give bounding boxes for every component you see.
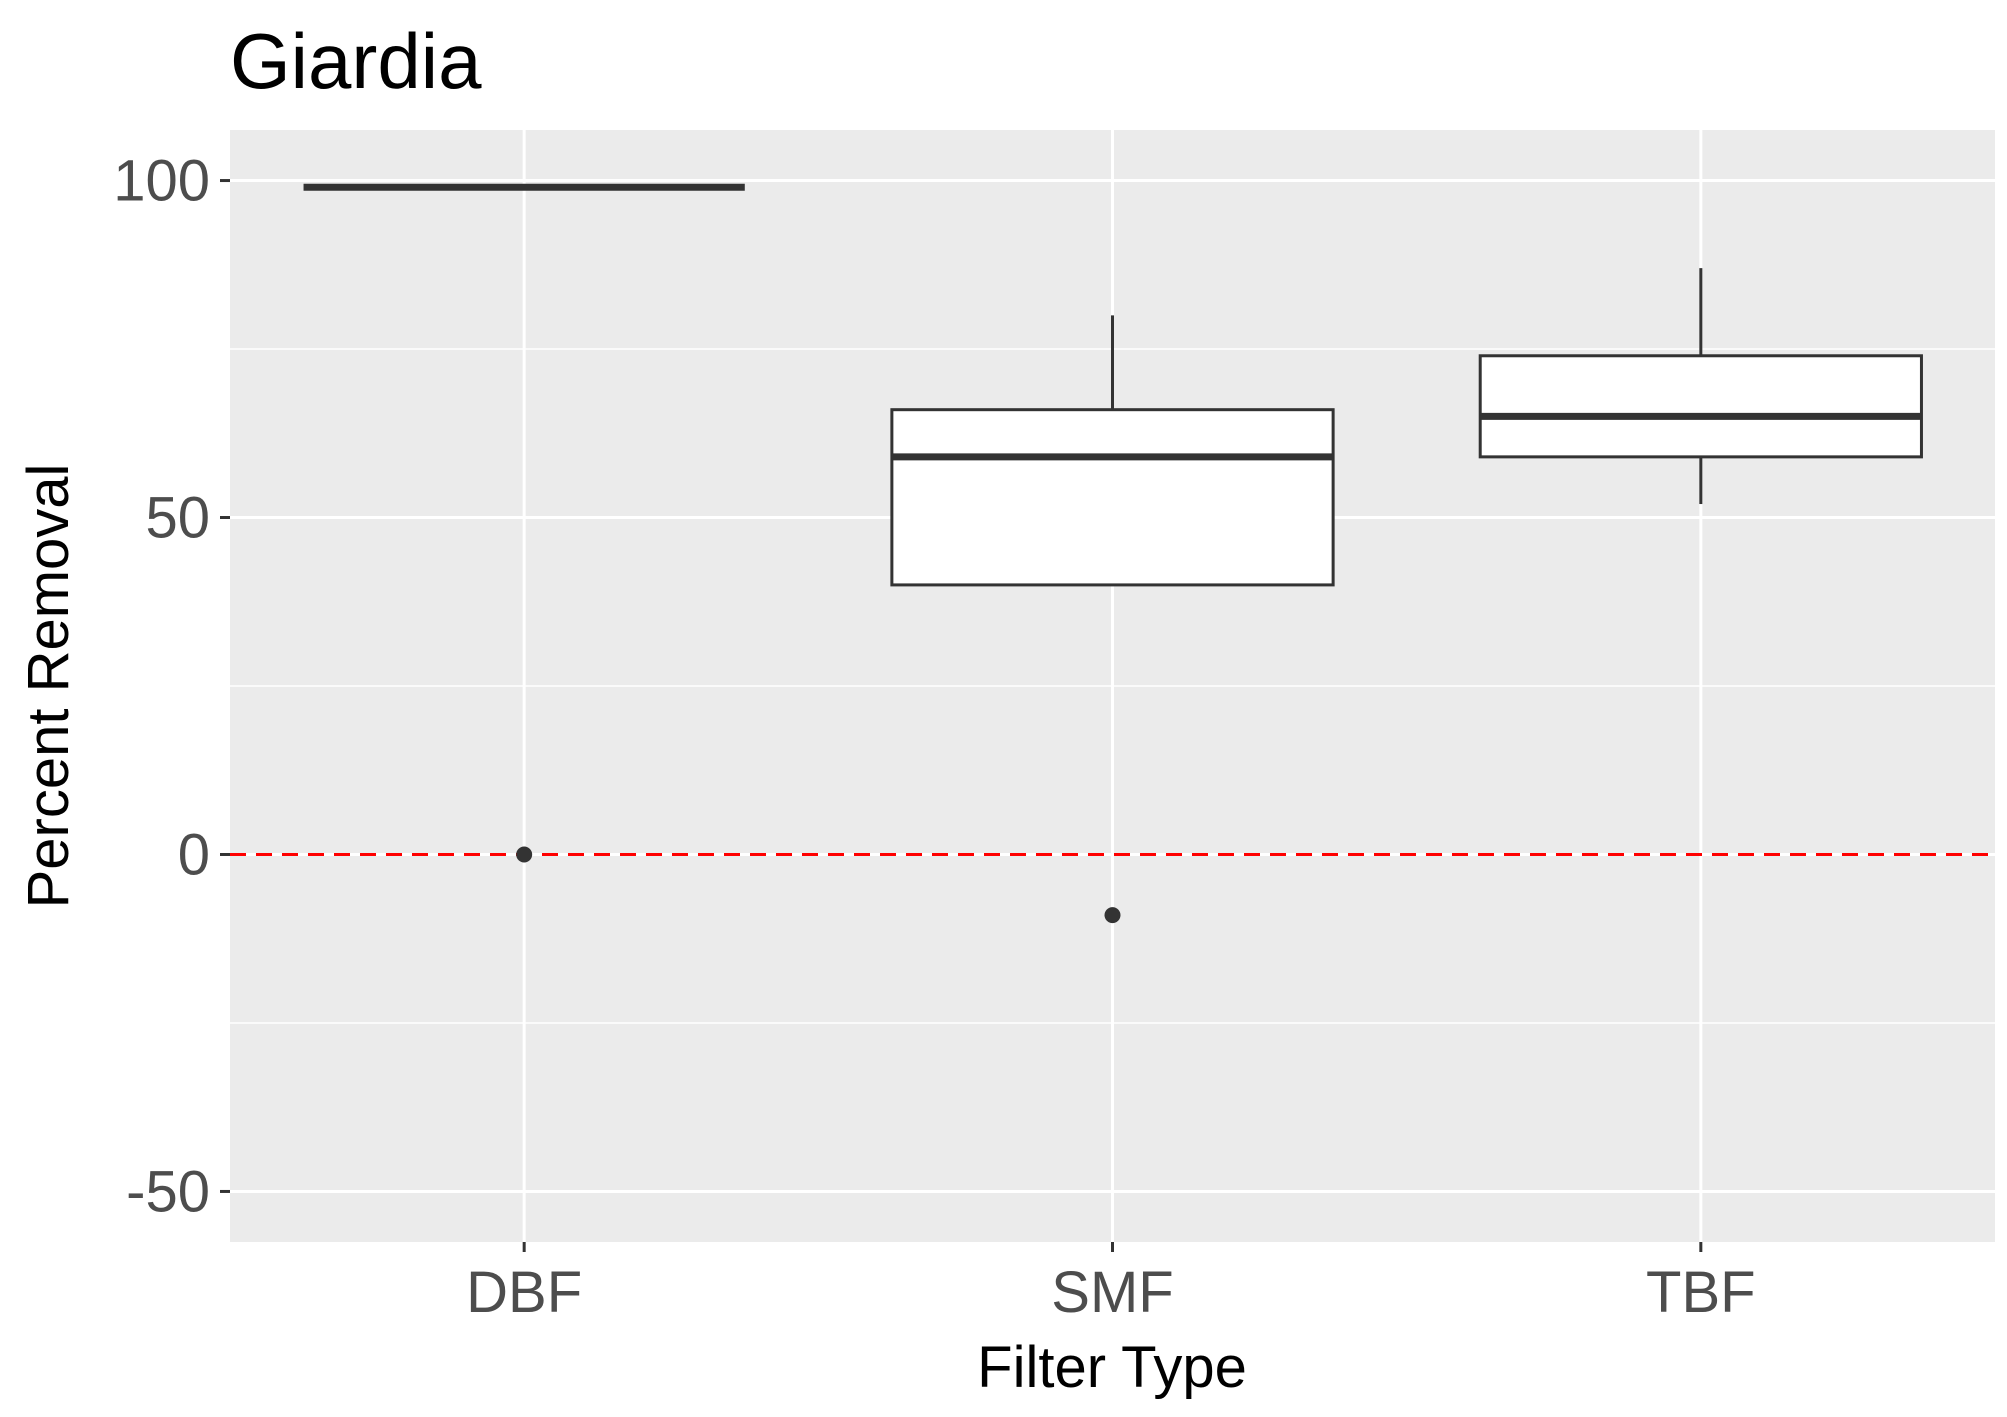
box-tbf [1478, 268, 1923, 505]
box-dbf [303, 183, 745, 863]
chart-title: Giardia [230, 17, 482, 105]
x-axis-title: Filter Type [977, 1335, 1247, 1400]
x-axis-ticks: DBF SMF TBF [466, 1242, 1756, 1325]
y-tick-label: -50 [126, 1159, 210, 1224]
iqr-box [890, 408, 1335, 587]
y-axis-title: Percent Removal [16, 464, 81, 909]
y-axis-ticks: -50 0 50 100 [113, 149, 230, 1224]
y-tick-label: 100 [113, 149, 210, 214]
x-tick-label: TBF [1646, 1260, 1756, 1325]
iqr-box [1478, 354, 1923, 459]
x-tick-label: DBF [466, 1260, 582, 1325]
box-smf [890, 315, 1335, 924]
y-tick-label: 0 [178, 822, 210, 887]
x-tick-label: SMF [1051, 1260, 1173, 1325]
outlier-point [516, 846, 533, 863]
y-tick-label: 50 [145, 486, 210, 551]
outlier-point [1104, 907, 1121, 924]
box-series [303, 183, 1923, 924]
